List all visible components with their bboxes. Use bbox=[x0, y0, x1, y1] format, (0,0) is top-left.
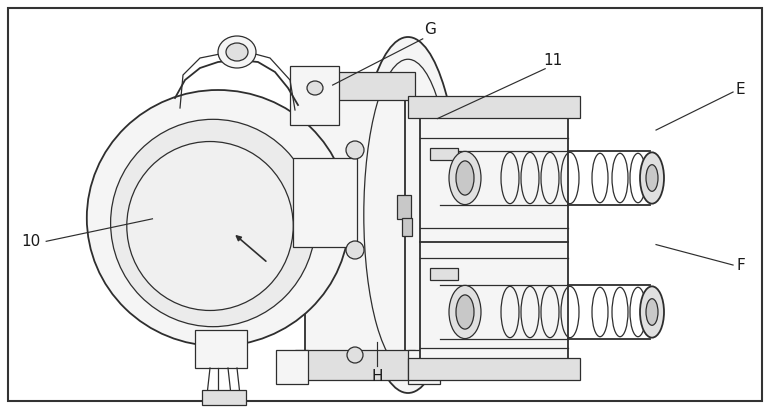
Ellipse shape bbox=[456, 295, 474, 329]
FancyBboxPatch shape bbox=[430, 148, 458, 160]
Ellipse shape bbox=[307, 81, 323, 95]
Ellipse shape bbox=[356, 37, 460, 393]
FancyBboxPatch shape bbox=[195, 330, 247, 368]
FancyBboxPatch shape bbox=[430, 268, 458, 280]
FancyBboxPatch shape bbox=[402, 218, 412, 236]
Text: F: F bbox=[736, 258, 745, 272]
Ellipse shape bbox=[646, 299, 658, 325]
Ellipse shape bbox=[111, 119, 316, 327]
Ellipse shape bbox=[127, 142, 293, 310]
Ellipse shape bbox=[640, 152, 664, 204]
Text: H: H bbox=[372, 369, 383, 384]
FancyBboxPatch shape bbox=[408, 350, 440, 384]
FancyBboxPatch shape bbox=[408, 358, 580, 380]
Text: 10: 10 bbox=[22, 234, 40, 249]
Text: 11: 11 bbox=[544, 53, 562, 68]
FancyBboxPatch shape bbox=[293, 158, 357, 247]
FancyBboxPatch shape bbox=[305, 80, 405, 380]
Text: E: E bbox=[736, 82, 745, 97]
FancyBboxPatch shape bbox=[397, 195, 411, 219]
FancyBboxPatch shape bbox=[290, 66, 339, 125]
Circle shape bbox=[346, 241, 364, 259]
Ellipse shape bbox=[640, 286, 664, 338]
Ellipse shape bbox=[218, 36, 256, 68]
Ellipse shape bbox=[449, 151, 481, 204]
FancyBboxPatch shape bbox=[295, 72, 415, 100]
Circle shape bbox=[347, 347, 363, 363]
FancyBboxPatch shape bbox=[420, 108, 568, 376]
Ellipse shape bbox=[226, 43, 248, 61]
FancyBboxPatch shape bbox=[276, 350, 308, 384]
FancyBboxPatch shape bbox=[408, 96, 580, 118]
Text: G: G bbox=[424, 22, 436, 37]
Ellipse shape bbox=[646, 165, 658, 191]
Circle shape bbox=[346, 141, 364, 159]
FancyBboxPatch shape bbox=[295, 350, 415, 380]
Ellipse shape bbox=[87, 90, 350, 346]
Ellipse shape bbox=[449, 285, 481, 339]
Ellipse shape bbox=[456, 161, 474, 195]
FancyBboxPatch shape bbox=[202, 390, 246, 405]
